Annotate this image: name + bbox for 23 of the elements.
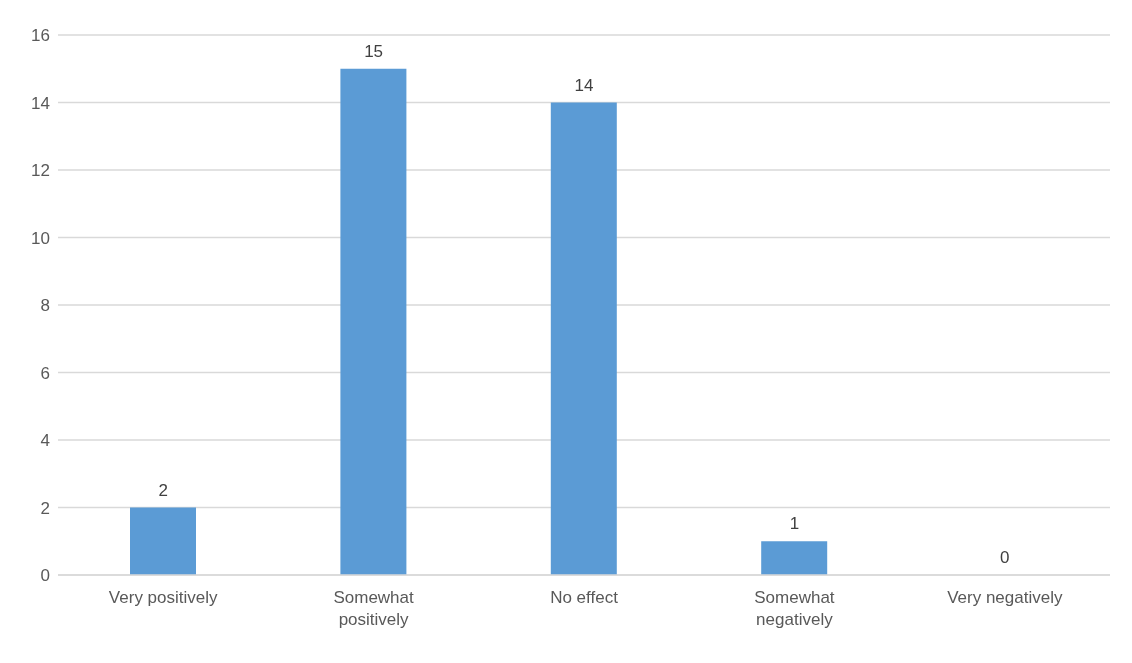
y-tick-label: 12 <box>31 161 50 181</box>
y-tick-label: 8 <box>40 296 50 316</box>
bar <box>340 68 407 575</box>
x-tick-label: No effect <box>550 588 619 607</box>
bar <box>130 507 196 575</box>
x-tick-label: Somewhat negatively <box>754 588 835 629</box>
data-label: 14 <box>574 75 594 95</box>
x-tick-label: Very negatively <box>947 588 1063 607</box>
data-label: 1 <box>789 514 800 534</box>
x-tick-label: Very positively <box>108 588 219 607</box>
y-tick-label: 4 <box>40 431 50 451</box>
x-tick-label: Somewhat positively <box>333 588 415 629</box>
y-tick-label: 16 <box>31 26 50 46</box>
bar <box>550 102 617 575</box>
y-tick-label: 2 <box>40 498 50 518</box>
y-tick-label: 6 <box>40 363 50 383</box>
y-tick-label: 14 <box>31 93 50 113</box>
y-tick-label: 0 <box>40 566 50 586</box>
data-label: 2 <box>158 480 168 500</box>
data-label: 0 <box>1000 548 1010 567</box>
y-tick-label: 10 <box>31 228 50 248</box>
data-label: 15 <box>364 41 384 61</box>
bar <box>761 541 828 575</box>
